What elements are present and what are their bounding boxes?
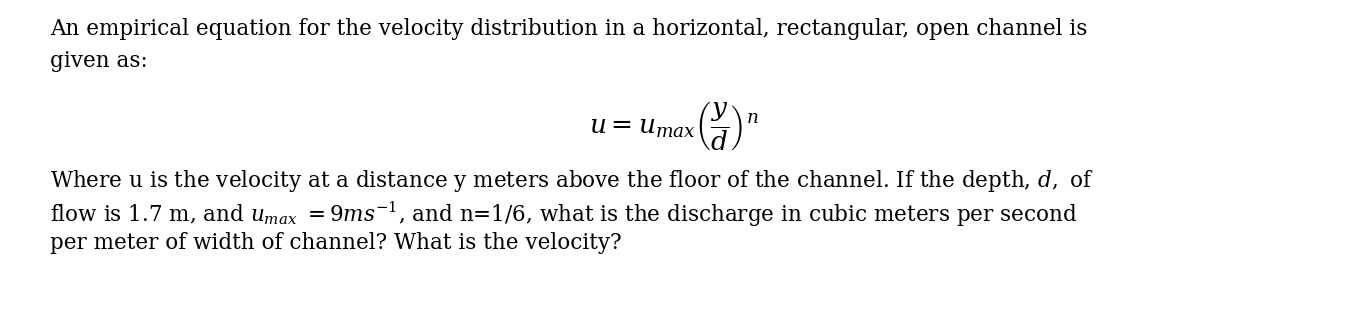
Text: per meter of width of channel? What is the velocity?: per meter of width of channel? What is t… xyxy=(50,232,621,254)
Text: given as:: given as: xyxy=(50,50,148,72)
Text: An empirical equation for the velocity distribution in a horizontal, rectangular: An empirical equation for the velocity d… xyxy=(50,18,1087,40)
Text: Where u is the velocity at a distance y meters above the floor of the channel. I: Where u is the velocity at a distance y … xyxy=(50,168,1094,194)
Text: flow is 1.7 m, and $u_{max}$ $= 9ms^{-1}$, and n=1/6, what is the discharge in c: flow is 1.7 m, and $u_{max}$ $= 9ms^{-1}… xyxy=(50,200,1078,229)
Text: $u = u_{max}\left(\dfrac{y}{d}\right)^{n}$: $u = u_{max}\left(\dfrac{y}{d}\right)^{n… xyxy=(589,100,758,152)
